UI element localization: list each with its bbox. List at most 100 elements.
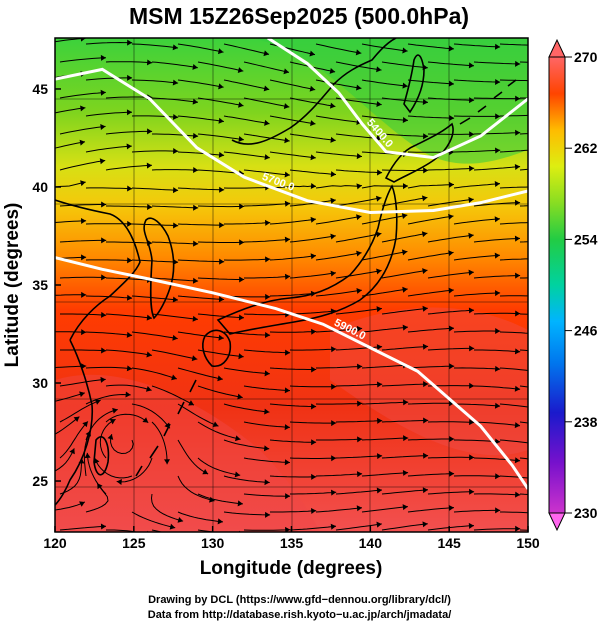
coastlines xyxy=(55,38,517,506)
streamline-arrowhead xyxy=(402,469,409,476)
streamline xyxy=(85,393,131,405)
kuril-islands xyxy=(459,79,517,125)
streamline xyxy=(407,215,454,225)
streamline xyxy=(361,214,408,225)
streamline xyxy=(223,186,271,189)
streamline xyxy=(427,491,475,495)
streamline xyxy=(289,169,337,175)
streamline-arrowhead xyxy=(109,419,116,425)
streamline xyxy=(269,331,317,333)
x-tick-label: 120 xyxy=(43,535,67,551)
streamline xyxy=(106,205,153,208)
y-tick-label: 40 xyxy=(32,179,48,195)
streamline xyxy=(223,43,270,55)
streamline xyxy=(197,421,241,440)
streamline xyxy=(427,347,475,351)
colorbar-tick-label: 270 xyxy=(574,49,598,65)
streamline xyxy=(427,271,474,279)
streamline-arrowhead xyxy=(330,270,336,277)
colorbar-tick-label: 246 xyxy=(574,323,598,339)
x-tick-label: 140 xyxy=(359,535,383,551)
cool-patch-northeast xyxy=(250,38,528,164)
streamline xyxy=(223,79,270,90)
streamline xyxy=(315,79,362,89)
streamline xyxy=(289,97,336,107)
streamline xyxy=(473,528,521,531)
streamline xyxy=(407,43,454,50)
streamline xyxy=(500,511,528,514)
streamline xyxy=(59,125,106,135)
streamline-arrowhead xyxy=(82,421,88,428)
streamline-arrowhead xyxy=(494,181,500,188)
streamline-arrowhead xyxy=(172,44,179,51)
y-axis-ticks: 25 30 35 40 45 xyxy=(32,81,61,489)
streamline-arrowhead xyxy=(469,488,475,495)
streamline-arrowhead xyxy=(237,67,244,73)
streamline xyxy=(499,295,528,297)
attribution-data: Data from http://database.rish.kyoto−u.a… xyxy=(147,609,452,621)
streamline xyxy=(473,166,521,171)
streamline xyxy=(427,456,475,459)
streamline xyxy=(85,77,133,81)
streamline-arrowhead xyxy=(514,422,521,429)
streamline-arrowhead xyxy=(357,363,363,370)
streamline-arrowhead xyxy=(403,435,409,442)
streamline xyxy=(335,420,383,423)
streamline xyxy=(243,385,291,392)
streamline xyxy=(453,509,501,513)
streamline xyxy=(243,133,290,142)
streamline-arrowhead xyxy=(494,402,501,409)
streamline-arrowhead xyxy=(494,43,501,50)
colorbar-top-arrow xyxy=(548,38,566,58)
streamline-arrowhead xyxy=(145,386,152,392)
y-tick-label: 30 xyxy=(32,375,48,391)
streamline xyxy=(177,79,224,88)
streamline-arrowhead xyxy=(284,236,291,243)
streamline-arrowhead xyxy=(284,171,290,178)
x-axis-ticks: 120 125 130 135 140 145 150 xyxy=(43,526,540,551)
streamline xyxy=(151,97,199,103)
streamline-arrowhead xyxy=(126,294,133,301)
streamline xyxy=(60,349,107,352)
streamline-arrowhead xyxy=(172,296,179,303)
contour-line xyxy=(267,38,528,160)
streamline xyxy=(499,149,528,153)
streamline-arrowhead xyxy=(330,197,336,204)
streamline-arrowhead xyxy=(264,219,271,226)
streamline-arrowhead xyxy=(147,203,153,210)
streamline xyxy=(131,150,179,153)
streamline xyxy=(243,349,291,354)
streamline-arrowhead xyxy=(217,375,223,382)
streamline-arrowhead xyxy=(541,442,546,448)
streamline-arrowhead xyxy=(330,523,337,530)
streamline xyxy=(473,61,521,65)
streamline xyxy=(55,141,86,149)
x-tick-label: 150 xyxy=(516,535,540,551)
streamline xyxy=(270,510,317,513)
streamline-arrowhead xyxy=(541,219,546,225)
streamline-arrowhead xyxy=(264,154,270,161)
streamline-arrowhead xyxy=(448,181,454,188)
streamline xyxy=(197,385,243,398)
streamline-arrowhead xyxy=(330,136,336,143)
streamline xyxy=(315,289,362,297)
x-axis-label: Longitude (degrees) xyxy=(200,558,383,579)
streamline-arrowhead xyxy=(448,45,454,52)
streamline xyxy=(269,255,317,261)
streamline xyxy=(453,79,501,83)
x-tick-label: 130 xyxy=(201,535,225,551)
streamline-arrowhead xyxy=(330,489,337,496)
streamline xyxy=(269,475,317,478)
x-tick-label: 135 xyxy=(280,535,304,551)
streamline-arrowhead xyxy=(449,470,455,477)
streamline xyxy=(269,218,316,225)
streamline-arrowhead xyxy=(376,521,382,528)
streamline xyxy=(269,367,317,370)
streamline xyxy=(407,251,454,261)
streamline xyxy=(335,270,382,279)
streamline xyxy=(335,455,383,459)
streamline-arrowhead xyxy=(515,60,521,67)
streamline xyxy=(473,275,521,279)
streamline-arrowhead xyxy=(541,146,546,152)
streamline-arrowhead xyxy=(239,203,245,210)
